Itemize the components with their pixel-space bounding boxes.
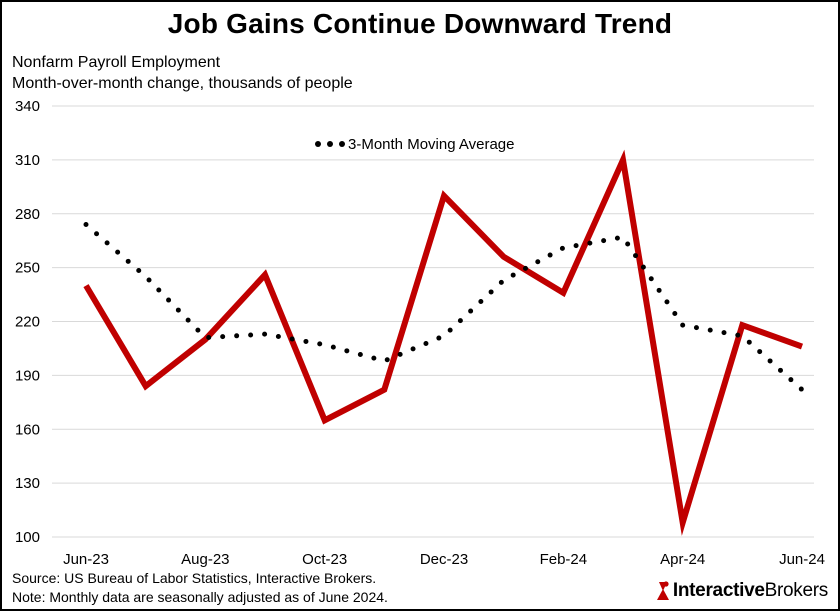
chart-subtitle: Nonfarm Payroll Employment: [12, 54, 221, 71]
x-tick-label: Oct-23: [302, 551, 347, 568]
brand-logo: Interactive Brokers: [656, 580, 828, 602]
x-tick-label: Jun-23: [63, 551, 109, 568]
y-tick-label: 190: [15, 367, 40, 384]
x-tick-label: Apr-24: [660, 551, 705, 568]
seasonal-note: Note: Monthly data are seasonally adjust…: [12, 589, 388, 605]
interactive-brokers-logo-icon: [656, 581, 669, 600]
y-tick-label: 310: [15, 152, 40, 169]
y-tick-label: 220: [15, 314, 40, 331]
chart-units-subtitle: Month-over-month change, thousands of pe…: [12, 75, 353, 92]
x-tick-label: Jun-24: [779, 551, 825, 568]
moving-average-series-line: [83, 222, 805, 393]
source-note: Source: US Bureau of Labor Statistics, I…: [12, 570, 377, 586]
legend-marker-dot: [315, 141, 321, 147]
y-tick-label: 130: [15, 475, 40, 492]
x-tick-label: Feb-24: [540, 551, 588, 568]
brand-name-part2: Brokers: [764, 580, 829, 601]
legend-marker-dot: [339, 141, 345, 147]
legend-marker-dot: [327, 141, 333, 147]
y-tick-label: 250: [15, 260, 40, 277]
x-tick-label: Aug-23: [181, 551, 229, 568]
y-tick-label: 340: [15, 98, 40, 115]
x-tick-label: Dec-23: [420, 551, 468, 568]
chart-title: Job Gains Continue Downward Trend: [167, 8, 673, 39]
y-tick-label: 160: [15, 421, 40, 438]
y-tick-label: 100: [15, 529, 40, 546]
legend-label: 3-Month Moving Average: [348, 136, 515, 153]
brand-name-part1: Interactive: [672, 580, 765, 601]
payroll-change-series-line: [83, 149, 804, 536]
y-tick-label: 280: [15, 206, 40, 223]
